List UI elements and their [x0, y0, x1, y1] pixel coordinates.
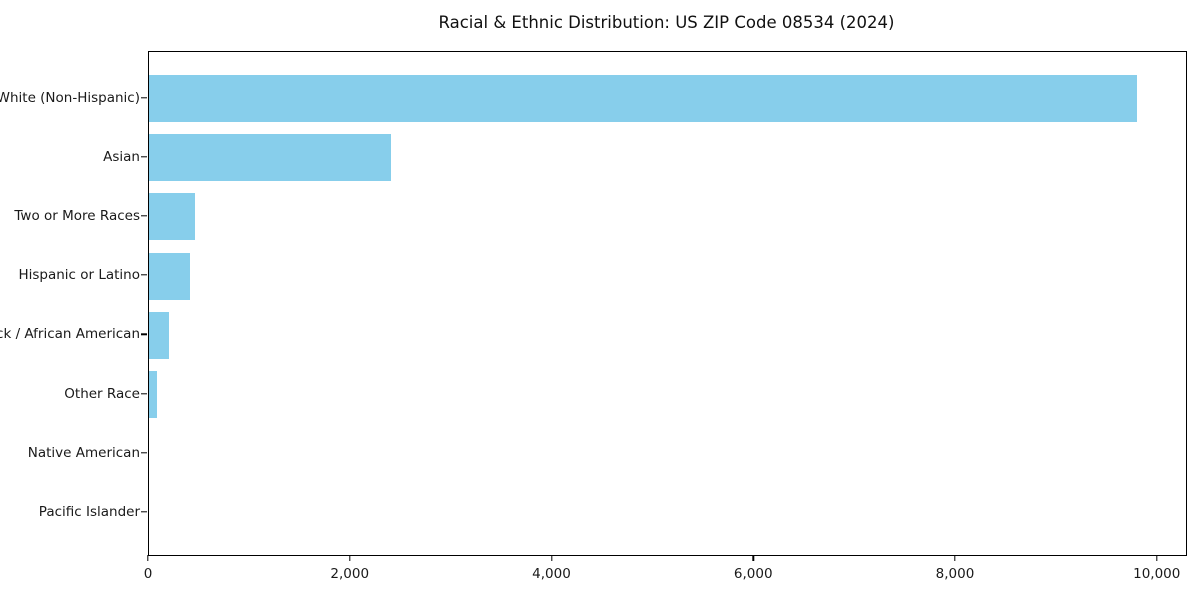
bar-asian	[149, 134, 392, 182]
x-axis-tick	[752, 555, 754, 561]
y-axis-tick	[141, 333, 147, 335]
y-axis-label: Native American	[27, 444, 140, 461]
x-axis-tick	[147, 555, 149, 561]
x-axis-tick	[954, 555, 956, 561]
y-axis-tick	[141, 155, 147, 158]
y-axis-label: Hispanic or Latino	[18, 267, 140, 284]
x-axis-tick	[1156, 555, 1158, 561]
bar-other-race	[149, 371, 158, 418]
x-axis-label: 10,000	[1133, 566, 1181, 582]
y-axis-tick	[141, 96, 147, 99]
y-axis-label: Other Race	[64, 385, 140, 402]
y-axis-tick	[141, 215, 147, 217]
x-axis-label: 2,000	[330, 566, 370, 582]
y-axis-tick	[141, 392, 147, 395]
bar-hispanic-or-latino	[149, 252, 190, 300]
bar-black-african-american	[149, 311, 170, 359]
y-axis-tick	[141, 511, 147, 513]
bar-white-non-hispanic	[149, 75, 1137, 122]
chart-title: Racial & Ethnic Distribution: US ZIP Cod…	[438, 13, 895, 32]
y-axis-label: Black / African American	[0, 326, 140, 343]
plot-area	[148, 51, 1187, 556]
x-axis-label: 8,000	[935, 566, 975, 582]
x-axis-label: 0	[143, 566, 153, 582]
x-axis-tick	[550, 555, 553, 561]
bar-two-or-more-races	[149, 193, 195, 241]
y-axis-label: Pacific Islander	[38, 503, 140, 520]
y-axis-label: Asian	[103, 148, 140, 165]
y-axis-tick	[141, 274, 147, 276]
y-axis-label: White (Non-Hispanic)	[0, 89, 140, 106]
x-axis-label: 6,000	[733, 566, 773, 582]
x-axis-label: 4,000	[532, 566, 571, 582]
y-axis-tick	[141, 451, 147, 454]
y-axis-label: Two or More Races	[14, 207, 140, 224]
x-axis-tick	[349, 555, 351, 561]
